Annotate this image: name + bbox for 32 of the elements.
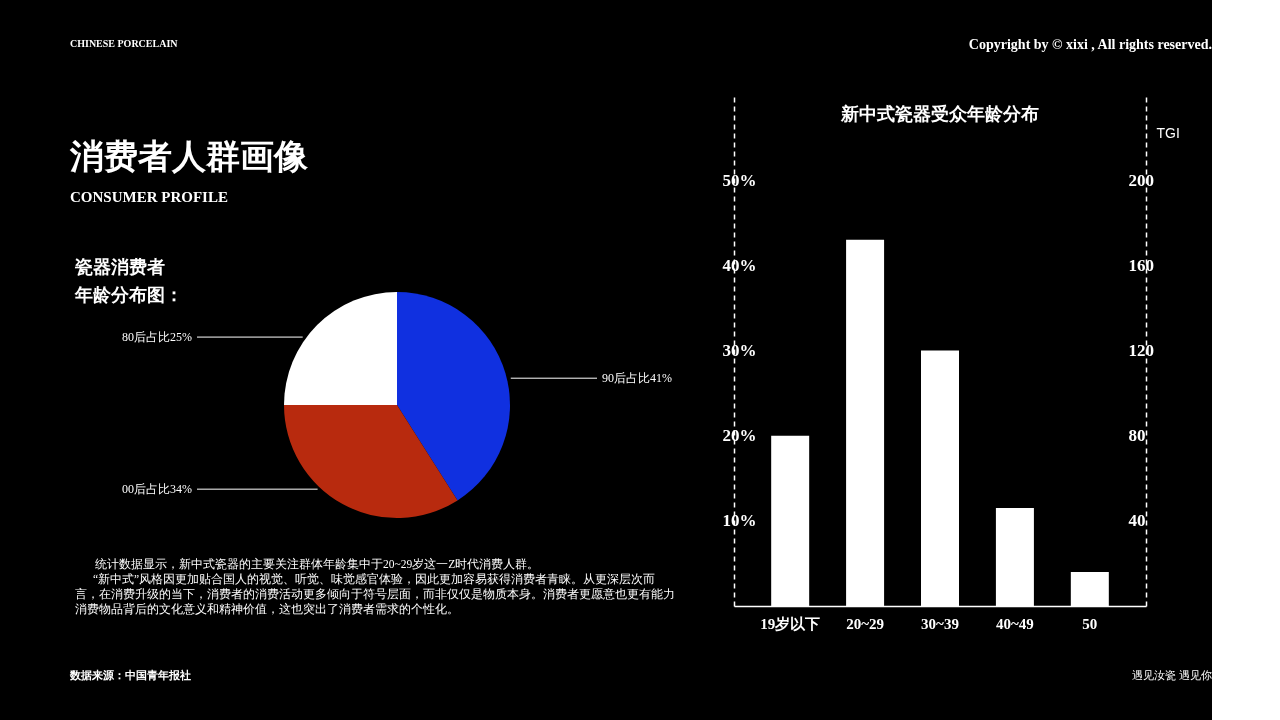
pie-slice	[284, 292, 397, 405]
y2-tick-label: 80	[1128, 426, 1146, 446]
y2-tick-label: 200	[1128, 170, 1154, 190]
slice-label: 00后占比34%	[122, 482, 192, 497]
text: CHINESE PORCELAIN	[70, 38, 179, 49]
x-tick-label: 19岁以下	[760, 615, 821, 632]
text: 统计数据显示，新中式瓷器的主要关注群体年龄集中于20~29岁这一Z时代消费人群。	[95, 557, 540, 570]
pie-slice	[284, 405, 458, 518]
text: 新中式瓷器受众年龄分布	[840, 104, 1039, 124]
x-tick-label: 20~29	[846, 615, 884, 632]
text: CONSUMER PROFILE	[70, 189, 228, 205]
x-tick-label: 40~49	[996, 615, 1034, 632]
y2-tick-label: 40	[1128, 511, 1146, 531]
y-tick-label: 10%	[722, 511, 757, 531]
slice-label: 90后占比41%	[602, 371, 672, 386]
text: Copyright by © xixi , All rights reserved.	[968, 37, 1212, 52]
chart-title: 瓷器消费者年龄分布图：	[74, 257, 183, 305]
y-tick-label: 50%	[722, 170, 757, 190]
y2-tick-label: 120	[1128, 341, 1154, 360]
x-tick-label: 50	[1082, 615, 1098, 632]
y2-axis-title: TGI	[1156, 124, 1180, 141]
x-tick-label: 30~39	[921, 615, 959, 632]
text: “新中式”风格因更加贴合国人的视觉、听觉、味觉感官体验，因此更加容易获得消费者青睐。从更深层次而言，在消费升级的当下，消费者的消费活动更多倾向于符号层面，而非仅仅是物质本身。消费者更愿意也更有能力消费物品背后的文化意义和精神价值，这也突出了消费者需求的个性化。	[75, 572, 675, 615]
text: 遇见汝瓷 遇见你	[1132, 669, 1212, 681]
slice-label: 80后占比25%	[122, 330, 192, 345]
y-tick-label: 30%	[722, 341, 757, 360]
source-note: 数据来源：中国青年报社	[69, 669, 191, 681]
y-tick-label: 20%	[722, 426, 757, 446]
pie-slice	[397, 292, 510, 501]
y2-tick-label: 160	[1128, 255, 1154, 275]
y-tick-label: 40%	[722, 255, 757, 275]
text: 消费者人群画像	[69, 138, 309, 175]
